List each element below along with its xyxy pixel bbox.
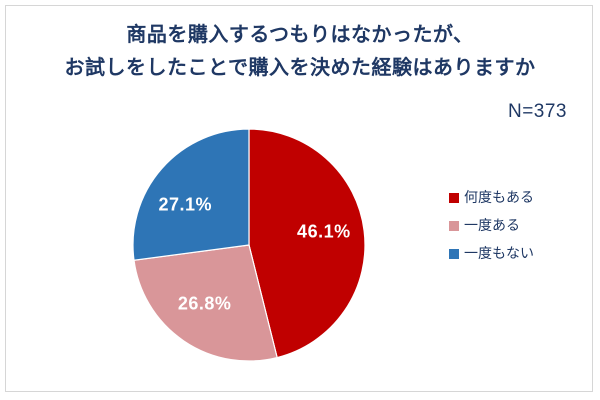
- pie-slice-何度もある: [248, 128, 366, 359]
- pie-slice-label-pink: 26.8%: [177, 293, 232, 314]
- sample-size-label: N=373: [507, 101, 567, 122]
- chart-title: 商品を購入するつもりはなかったが、 お試しをしたことで購入を決めた経験はあります…: [0, 19, 600, 85]
- pie-slice-一度もない: [132, 128, 250, 261]
- legend-swatch-icon: [449, 192, 459, 203]
- legend-swatch-icon: [449, 248, 459, 259]
- chart-title-line1: 商品を購入するつもりはなかったが、: [126, 24, 474, 46]
- legend-item: 一度もない: [449, 246, 534, 261]
- legend-item-label: 一度もない: [464, 245, 534, 261]
- legend-item-label: 一度ある: [464, 217, 520, 233]
- legend-item-label: 何度もある: [464, 189, 534, 205]
- pie-slice-label-blue: 27.1%: [158, 194, 213, 215]
- legend-item: 一度ある: [449, 218, 534, 233]
- legend: 何度もある 一度ある 一度もない: [449, 190, 534, 261]
- pie-slice-一度ある: [133, 244, 278, 362]
- pie-slice-label-red: 46.1%: [297, 221, 351, 242]
- legend-swatch-icon: [449, 220, 459, 231]
- legend-item: 何度もある: [449, 190, 534, 205]
- chart-title-line2: お試しをしたことで購入を決めた経験はありますか: [64, 57, 536, 79]
